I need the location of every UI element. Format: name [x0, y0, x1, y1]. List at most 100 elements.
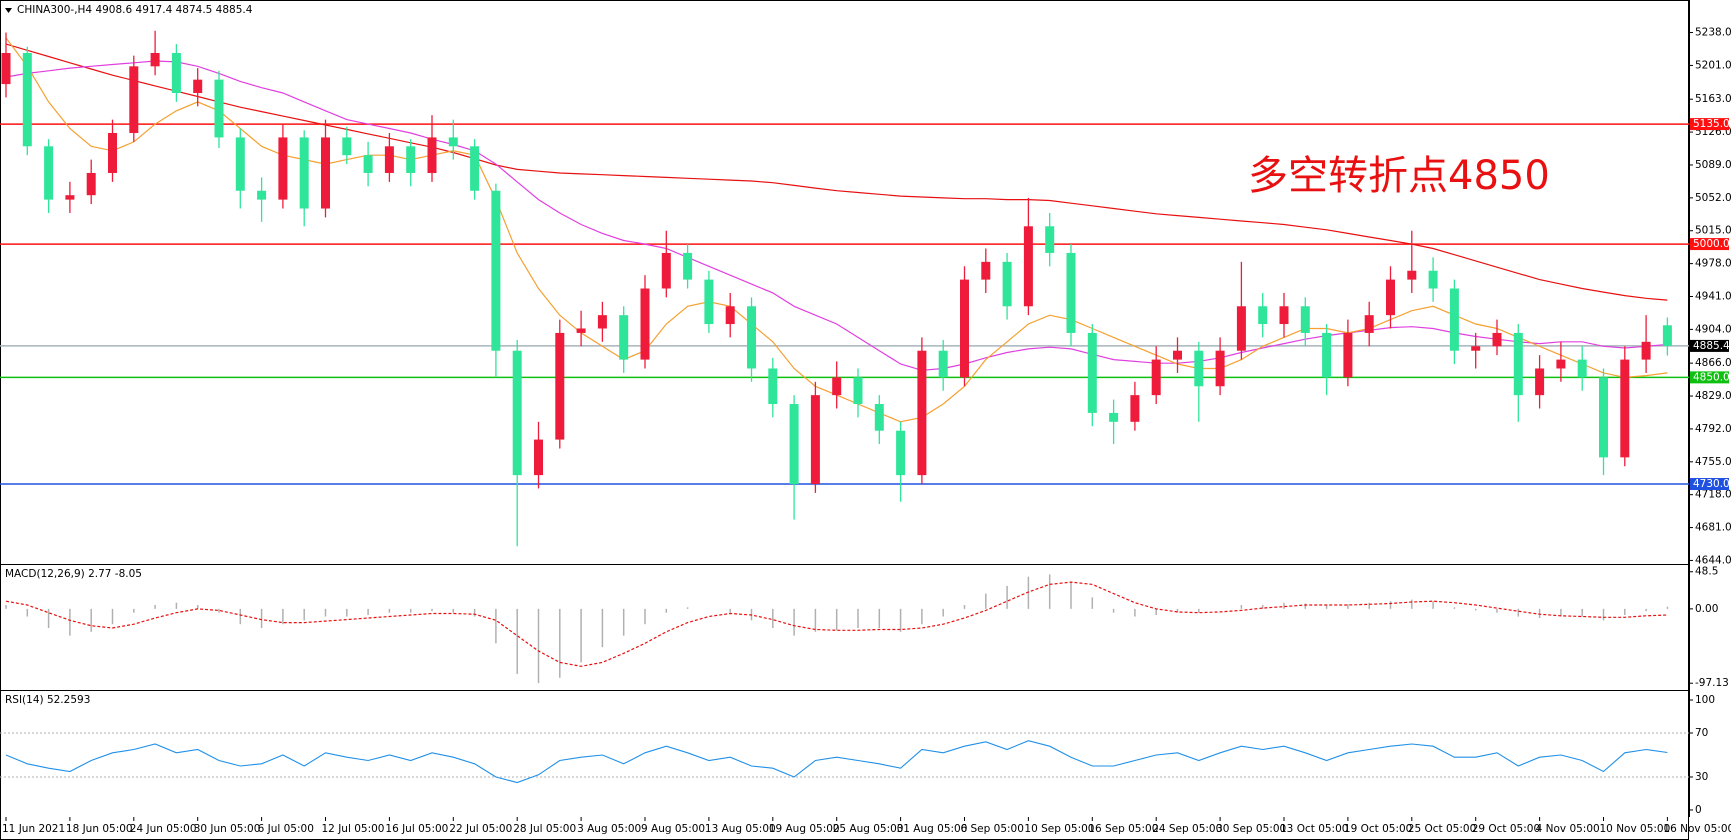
level-label: 5000.0: [1693, 238, 1730, 250]
y-tick-label: 5163.0: [1695, 93, 1731, 105]
x-tick-label: 25 Aug 05:00: [833, 823, 904, 835]
y-tick-label: 4755.0: [1695, 456, 1731, 468]
candle-body: [1641, 341, 1651, 360]
candle-body: [1449, 288, 1459, 351]
candle-body: [22, 52, 32, 147]
candle-body: [235, 137, 245, 191]
candle-body: [1513, 332, 1523, 396]
candle-body: [257, 190, 267, 200]
y-tick-label: 30: [1695, 771, 1708, 783]
candle-body: [896, 430, 906, 476]
level-label: 4730.0: [1693, 478, 1730, 490]
x-tick-label: 12 Jul 05:00: [322, 823, 385, 835]
candle-body: [917, 350, 927, 476]
level-label-box: [1690, 118, 1729, 131]
candle-body: [1662, 325, 1672, 346]
candle-body: [704, 279, 714, 325]
candle-body: [321, 137, 330, 209]
y-tick-label: 5201.0: [1695, 59, 1731, 71]
y-tick-label: 4904.0: [1695, 323, 1731, 335]
candle-body: [1364, 315, 1374, 333]
level-label: 4850.0: [1693, 371, 1730, 383]
candle-body: [853, 377, 863, 405]
y-tick-label: 100: [1695, 694, 1715, 706]
y-tick-label: 4681.0: [1695, 522, 1731, 534]
y-tick-label: 5089.0: [1695, 159, 1731, 171]
level-label-box: [1690, 339, 1729, 352]
panel-title: MACD(12,26,9) 2.77 -8.05: [5, 568, 142, 580]
y-tick-label: 4718.0: [1695, 489, 1731, 501]
x-tick-label: 3 Aug 05:00: [577, 823, 641, 835]
candle-body: [832, 377, 842, 396]
candle-body: [789, 404, 799, 485]
menu-triangle[interactable]: [5, 8, 12, 13]
candle-body: [640, 288, 650, 360]
chart-title: CHINA300-,H4 4908.6 4917.4 4874.5 4885.4: [17, 4, 253, 16]
candle-body: [1258, 306, 1268, 325]
x-tick-label: 10 Nov 05:00: [1600, 823, 1671, 835]
rsi-line: [5, 740, 1668, 784]
candle-body: [1130, 395, 1140, 422]
candle-body: [661, 252, 671, 289]
x-tick-label: 13 Oct 05:00: [1280, 823, 1348, 835]
candle-body: [491, 190, 501, 351]
candle-body: [619, 315, 629, 360]
x-tick-label: 19 Oct 05:00: [1344, 823, 1412, 835]
candle-body: [1173, 350, 1182, 360]
x-tick-label: 24 Sep 05:00: [1152, 823, 1222, 835]
y-tick-label: 5015.0: [1695, 225, 1731, 237]
level-label: 5135.0: [1693, 118, 1730, 130]
y-tick-label: 4866.0: [1695, 357, 1731, 369]
candle-body: [683, 252, 693, 280]
candle-body: [1471, 346, 1481, 351]
panel-title: RSI(14) 52.2593: [5, 694, 90, 706]
candle-body: [576, 328, 586, 333]
candle-body: [193, 79, 203, 93]
candle-body: [1279, 306, 1289, 325]
candle-body: [470, 146, 480, 191]
candle-body: [555, 332, 565, 440]
annotation: 多空转折点4850: [1248, 153, 1550, 199]
candle-body: [1322, 332, 1332, 378]
candle-body: [448, 137, 458, 147]
candle-body: [129, 66, 139, 133]
candle-body: [810, 395, 820, 485]
candle-body: [1386, 279, 1395, 316]
candle-body: [725, 306, 735, 325]
candle-body: [1215, 350, 1225, 387]
x-tick-label: 6 Sep 05:00: [961, 823, 1024, 835]
level-label: 4885.4: [1693, 340, 1730, 352]
y-tick-label: 48.5: [1695, 566, 1718, 578]
candle-body: [1236, 306, 1246, 351]
candle-body: [214, 79, 224, 138]
candle-body: [384, 146, 394, 173]
x-tick-label: 28 Jul 05:00: [513, 823, 576, 835]
candle-body: [65, 195, 75, 200]
candle-body: [874, 404, 884, 431]
candle-body: [1577, 359, 1587, 378]
candle-body: [86, 172, 96, 196]
candle-body: [363, 155, 373, 173]
x-tick-label: 4 Nov 05:00: [1536, 823, 1600, 835]
candle-body: [1343, 332, 1353, 378]
candle-body: [427, 137, 437, 173]
candle-body: [342, 137, 352, 156]
x-tick-label: 6 Jul 05:00: [258, 823, 314, 835]
candle-body: [1002, 261, 1012, 307]
x-tick-label: 16 Nov 05:00: [1663, 823, 1731, 835]
x-tick-label: 29 Oct 05:00: [1472, 823, 1540, 835]
candle-body: [768, 368, 778, 405]
x-tick-label: 24 Jun 05:00: [130, 823, 197, 835]
y-tick-label: 0.00: [1695, 603, 1718, 615]
candle-body: [299, 137, 309, 209]
y-tick-label: 4978.0: [1695, 258, 1731, 270]
y-tick-label: 5238.0: [1695, 27, 1731, 39]
candle-body: [1620, 359, 1630, 458]
candle-body: [1, 52, 11, 85]
candle-body: [1428, 270, 1438, 289]
candle-body: [44, 146, 54, 200]
candle-body: [1023, 226, 1033, 307]
y-tick-label: 70: [1695, 727, 1708, 739]
level-label-box: [1690, 238, 1729, 251]
